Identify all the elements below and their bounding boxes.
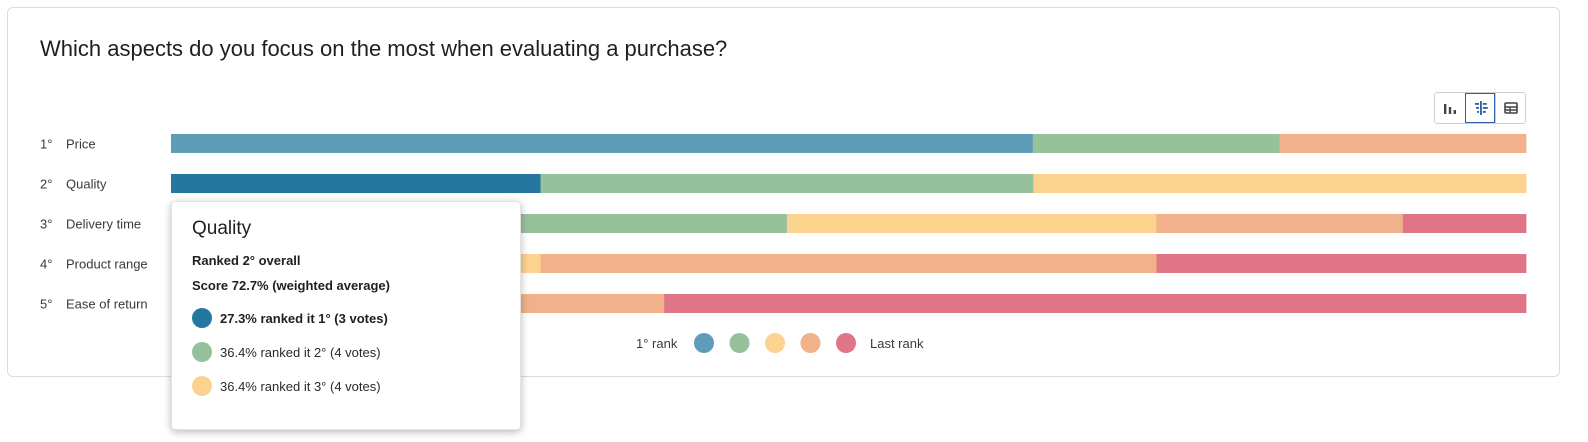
bar-segment[interactable] — [1032, 134, 1280, 153]
ranking-view-button[interactable] — [1465, 93, 1495, 123]
bar-segment[interactable] — [540, 254, 1157, 273]
legend-swatch — [836, 333, 856, 353]
tooltip-item-text: 27.3% ranked it 1° (3 votes) — [220, 310, 388, 326]
row-label: Delivery time — [66, 217, 141, 232]
row-rank: 5° — [40, 297, 52, 312]
table-view-icon — [1503, 102, 1518, 114]
ranking-view-icon — [1474, 101, 1488, 115]
table-view-button[interactable] — [1495, 93, 1525, 123]
bar-segment[interactable] — [171, 134, 1034, 153]
legend-swatch — [800, 333, 821, 353]
tooltip-title: Quality — [192, 218, 252, 239]
tooltip-items: 27.3% ranked it 1° (3 votes) 36.4% ranked… — [192, 308, 500, 396]
bar-segment[interactable] — [1279, 134, 1527, 153]
tooltip-item: 27.3% ranked it 1° (3 votes) — [192, 308, 500, 328]
tooltip-item: 36.4% ranked it 2° (4 votes) — [192, 342, 500, 362]
tooltip-item-dot — [192, 308, 212, 328]
row-label: Quality — [66, 177, 107, 192]
legend-swatch — [765, 333, 785, 353]
bar-segment[interactable] — [664, 294, 1527, 313]
bar-segment[interactable] — [786, 214, 1157, 233]
bar-segment[interactable] — [171, 174, 541, 193]
legend-start-label: 1° rank — [636, 336, 678, 351]
row-rank: 4° — [40, 257, 52, 272]
row-rank: 3° — [40, 217, 52, 232]
bar-chart-view-icon — [1444, 104, 1456, 114]
legend-end-label: Last rank — [870, 336, 924, 351]
row-rank: 1° — [40, 137, 52, 152]
tooltip-item-text: 36.4% ranked it 3° (4 votes) — [220, 378, 381, 394]
row-tooltip: Quality Ranked 2° overall Score 72.7% (w… — [171, 201, 521, 430]
row-label: Product range — [66, 257, 148, 272]
row-label: Price — [66, 137, 96, 152]
bar-segment[interactable] — [540, 174, 1034, 193]
view-switcher — [1434, 92, 1526, 124]
legend-swatch — [694, 333, 714, 353]
bar-segment[interactable] — [1033, 174, 1527, 193]
question-title: Which aspects do you focus on the most w… — [40, 36, 728, 61]
row-label: Ease of return — [66, 297, 148, 312]
bar-segment[interactable] — [1156, 214, 1404, 233]
tooltip-item: 36.4% ranked it 3° (4 votes) — [192, 376, 500, 396]
bar-segment[interactable] — [1402, 214, 1527, 233]
bar-segment[interactable] — [1156, 254, 1527, 273]
row-rank: 2° — [40, 177, 52, 192]
tooltip-ranked-line: Ranked 2° overall — [192, 253, 301, 268]
tooltip-item-text: 36.4% ranked it 2° (4 votes) — [220, 344, 381, 360]
tooltip-score-line: Score 72.7% (weighted average) — [192, 278, 390, 293]
bar-chart-view-button[interactable] — [1435, 93, 1465, 123]
tooltip-item-dot — [192, 376, 212, 396]
legend-swatch — [729, 333, 750, 353]
tooltip-item-dot — [192, 342, 212, 362]
